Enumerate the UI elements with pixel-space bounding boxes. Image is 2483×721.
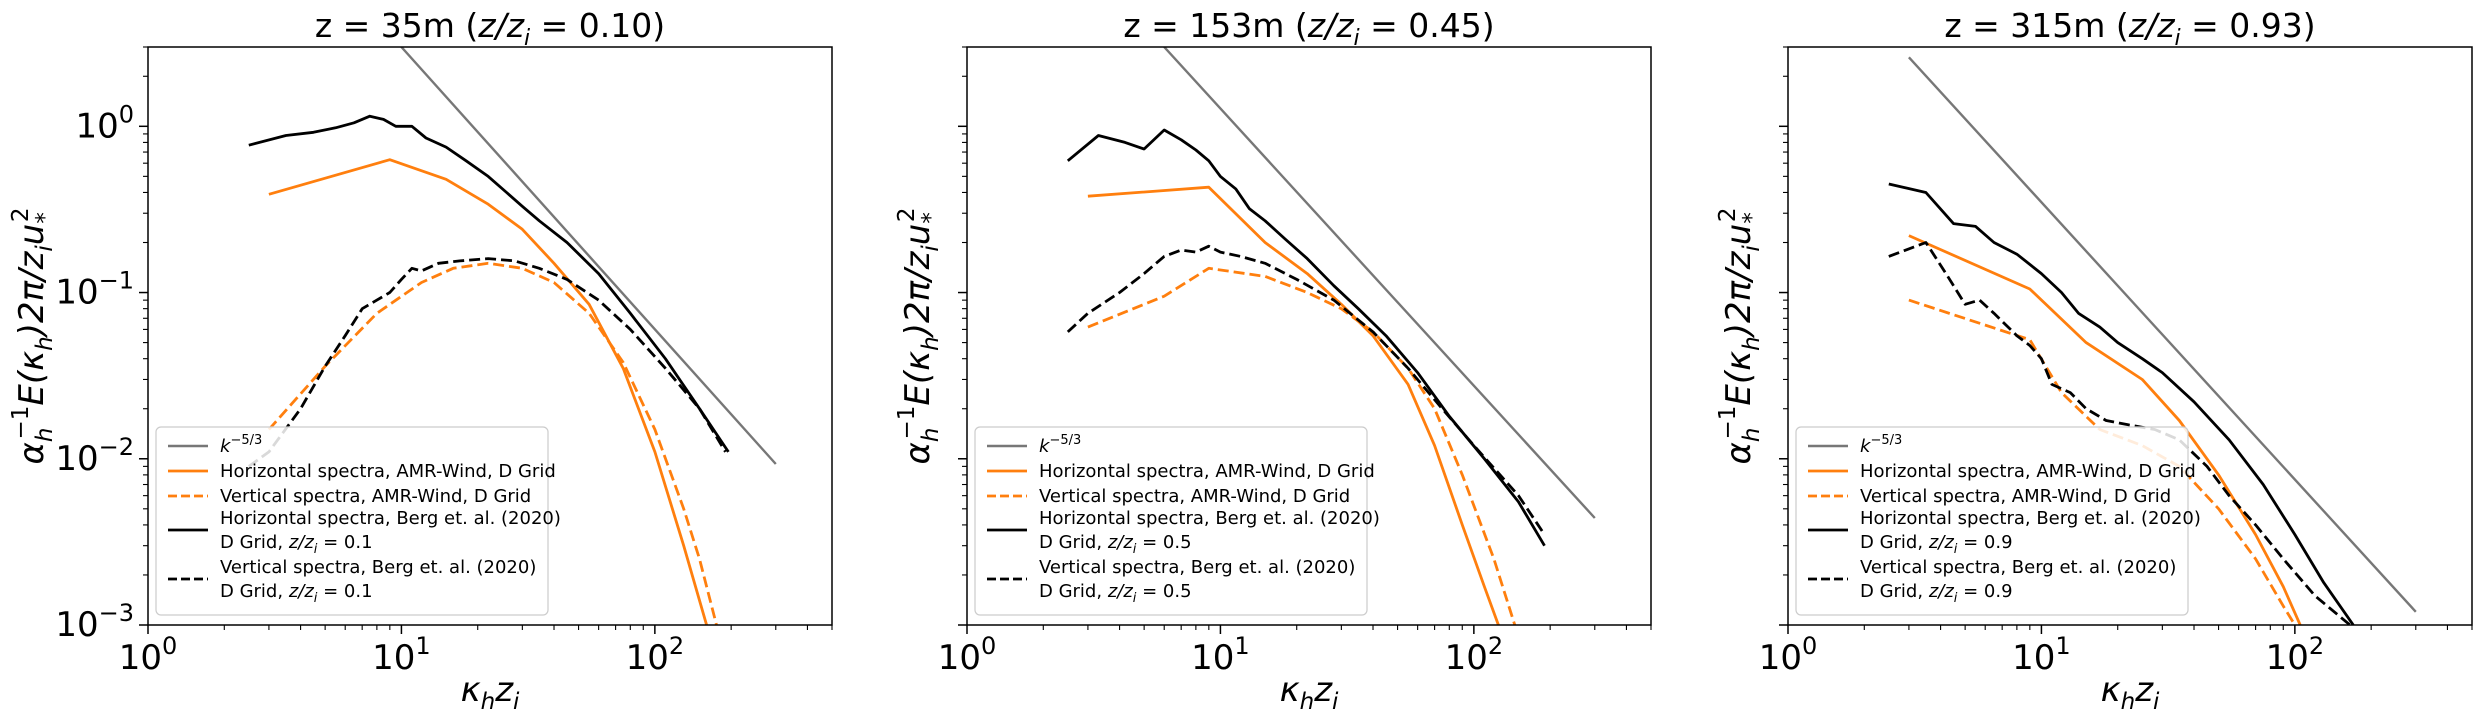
series-line-4 <box>248 114 730 453</box>
legend-box <box>974 426 1368 616</box>
series-line-2 <box>1087 185 1500 625</box>
legend-label-4-line2: D Grid, z/zi = 0.5 <box>1039 532 1192 557</box>
axes-frame <box>147 46 833 626</box>
y-axis-label: αh−1E(κh)2π/ziu*2 <box>894 207 944 464</box>
legend-label-2: Horizontal spectra, AMR-Wind, D Grid <box>220 461 556 482</box>
x-tick-label: 102 <box>2266 632 2325 678</box>
y-tick-label: 10−2 <box>55 433 134 479</box>
y-tick-label: 10−3 <box>55 599 134 645</box>
x-tick-label: 100 <box>938 632 997 678</box>
x-axis-label: κhzi <box>2101 670 2160 715</box>
chart-panel-3: 100 101 102 z = 315m (z/zi = 0.93) κhzi αh−1E… <box>1715 6 2473 715</box>
series-line-2 <box>268 158 708 625</box>
y-axis-label: αh−1E(κh)2π/ziu*2 <box>8 207 58 464</box>
series-line-4 <box>1066 128 1546 547</box>
legend-label-3: Vertical spectra, AMR-Wind, D Grid <box>220 486 531 507</box>
legend: k−5/3 Horizontal spectra, AMR-Wind, D Gri… <box>155 426 561 616</box>
x-axis-label: κhzi <box>1280 670 1339 715</box>
legend-label-4: Horizontal spectra, Berg et. al. (2020) <box>1039 508 1380 529</box>
legend-label-1: k−5/3 <box>1039 433 1081 457</box>
legend-label-1: k−5/3 <box>1860 433 1902 457</box>
legend-label-5-line2: D Grid, z/zi = 0.1 <box>220 581 373 606</box>
legend-box <box>155 426 549 616</box>
panel-title: z = 35m (z/zi = 0.10) <box>315 6 665 51</box>
chart-panel-2: 100 101 102 z = 153m (z/zi = 0.45) κhzi αh−1E… <box>894 6 1652 715</box>
x-tick-label: 100 <box>119 632 178 678</box>
y-axis-label: αh−1E(κh)2π/ziu*2 <box>1715 207 1765 464</box>
legend-label-5: Vertical spectra, Berg et. al. (2020) <box>220 557 536 578</box>
x-tick-label: 102 <box>626 632 685 678</box>
series-line-1 <box>1163 47 1596 519</box>
series-line-1 <box>400 47 777 465</box>
series-line-4 <box>1888 182 2355 625</box>
series-line-3 <box>267 261 718 625</box>
legend-label-5: Vertical spectra, Berg et. al. (2020) <box>1860 557 2176 578</box>
x-tick-label: 102 <box>1445 632 1504 678</box>
panel-title: z = 315m (z/zi = 0.93) <box>1944 6 2315 51</box>
legend: k−5/3 Horizontal spectra, AMR-Wind, D Gri… <box>974 426 1380 616</box>
x-tick-label: 100 <box>1759 632 1818 678</box>
axes-frame <box>966 46 1652 626</box>
legend-label-3: Vertical spectra, AMR-Wind, D Grid <box>1860 486 2171 507</box>
x-axis-label: κhzi <box>461 670 520 715</box>
legend-label-4: Horizontal spectra, Berg et. al. (2020) <box>220 508 561 529</box>
x-tick-label: 101 <box>372 632 431 678</box>
plot-area <box>1066 47 1596 625</box>
series-line-2 <box>1908 234 2302 625</box>
chart-panel-1: 100 101 102 10−3 10−2 10−1 100 z = 35m (z/zi = … <box>8 6 833 715</box>
x-tick-label: 101 <box>1191 632 1250 678</box>
axes-frame <box>1787 46 2473 626</box>
series-line-1 <box>1908 56 2417 613</box>
legend-box <box>1795 426 2189 616</box>
legend-label-4-line2: D Grid, z/zi = 0.9 <box>1860 532 2013 557</box>
legend-label-5: Vertical spectra, Berg et. al. (2020) <box>1039 557 1355 578</box>
legend-label-3: Vertical spectra, AMR-Wind, D Grid <box>1039 486 1350 507</box>
y-tick-label: 10−1 <box>55 267 134 313</box>
legend: k−5/3 Horizontal spectra, AMR-Wind, D Gri… <box>1795 426 2201 616</box>
series-line-5 <box>247 257 727 468</box>
legend-label-5-line2: D Grid, z/zi = 0.5 <box>1039 581 1192 606</box>
y-tick-label: 100 <box>75 100 134 146</box>
panel-title: z = 153m (z/zi = 0.45) <box>1123 6 1494 51</box>
plot-area <box>247 47 777 625</box>
legend-label-2: Horizontal spectra, AMR-Wind, D Grid <box>1860 461 2196 482</box>
series-line-5 <box>1066 244 1546 536</box>
legend-label-2: Horizontal spectra, AMR-Wind, D Grid <box>1039 461 1375 482</box>
legend-label-4: Horizontal spectra, Berg et. al. (2020) <box>1860 508 2201 529</box>
legend-label-1: k−5/3 <box>220 433 262 457</box>
x-tick-label: 101 <box>2012 632 2071 678</box>
series-line-5 <box>1888 241 2351 625</box>
legend-label-5-line2: D Grid, z/zi = 0.9 <box>1860 581 2013 606</box>
legend-label-4-line2: D Grid, z/zi = 0.1 <box>220 532 373 557</box>
